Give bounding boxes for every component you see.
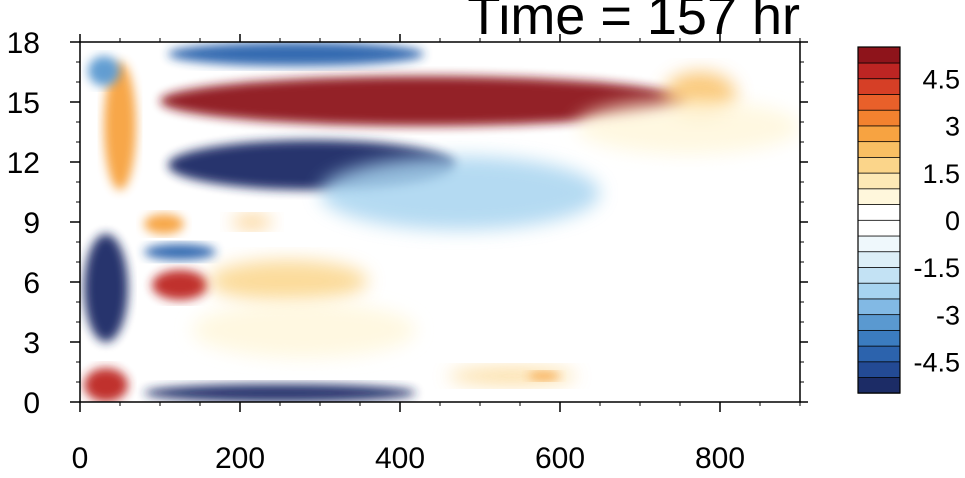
x-tick-label: 600	[535, 442, 585, 473]
field-feature-bottom-cold-band	[144, 384, 416, 402]
field-feature-left-cold-pocket	[88, 56, 120, 86]
y-tick-label: 15	[7, 87, 40, 120]
field-feature-upper-warm-jet	[160, 76, 688, 126]
colorbar-swatch	[857, 172, 901, 190]
y-tick-label: 0	[23, 387, 40, 420]
colorbar-swatch	[857, 376, 901, 394]
field-feature-top-cold-strip	[168, 42, 424, 66]
colorbar-swatch	[857, 251, 901, 268]
colorbar-swatch	[857, 313, 901, 331]
field-feature-lower-warm-haze	[192, 302, 416, 358]
colorbar-label: -3	[936, 300, 960, 330]
field-feature-bottom-orange-spot	[528, 372, 560, 380]
colorbar-swatch	[857, 125, 901, 143]
y-tick-label: 18	[7, 27, 40, 60]
colorbar-label: -4.5	[913, 348, 960, 378]
field-feature-mid-warm-patch	[152, 270, 208, 300]
colorbar-label: 3	[945, 112, 960, 142]
colorbar-label: -1.5	[913, 253, 960, 283]
colorbar-swatch	[857, 235, 901, 253]
colorbar-swatch	[857, 282, 901, 300]
field-feature-mid-orange-patch	[208, 260, 368, 302]
x-tick-label: 800	[695, 442, 745, 473]
field-feature-left-warm-column	[104, 62, 136, 190]
y-tick-label: 3	[23, 327, 40, 360]
x-axis: 0 200 400 600 800	[72, 34, 801, 475]
x-tick-label: 400	[375, 442, 425, 473]
colorbar-swatch	[857, 203, 901, 221]
colorbar-swatch	[857, 329, 901, 347]
colorbar-frame	[857, 46, 901, 394]
field-feature-upper-mid-warm	[144, 214, 184, 234]
colorbar-swatch	[857, 93, 901, 111]
field-feature-mid-cold-streak	[144, 244, 216, 260]
x-tick-label: 200	[215, 442, 265, 473]
field-feature-upper-cold-halo	[320, 156, 600, 230]
colorbar-label: 4.5	[922, 64, 960, 94]
colorbar-swatch	[857, 78, 901, 95]
colorbar-swatch	[857, 298, 901, 316]
colorbar-swatch	[857, 361, 901, 378]
colorbar-swatch	[857, 156, 901, 174]
field-feature-upper-right-pale	[576, 100, 800, 154]
colorbar-swatch	[857, 62, 901, 80]
colorbar-swatch	[857, 266, 901, 284]
colorbar-label: 1.5	[922, 159, 960, 189]
x-tick-label: 0	[72, 442, 89, 473]
y-tick-label: 9	[23, 207, 40, 240]
chart-title: Time = 157 hr	[467, 0, 800, 46]
colorbar-swatch	[857, 46, 901, 64]
colorbar-swatch	[857, 188, 901, 205]
y-tick-label: 6	[23, 267, 40, 300]
colorbar-swatch	[857, 345, 901, 363]
y-axis: 0 3 6 9 12 15 18	[7, 27, 808, 420]
y-tick-label: 12	[7, 147, 40, 180]
field-feature-left-cold-column	[84, 234, 128, 342]
field-feature-left-warm-base	[84, 368, 128, 402]
colorbar-swatch	[857, 140, 901, 158]
colorbar-swatch	[857, 109, 901, 127]
features-layer	[84, 42, 800, 402]
plot-area	[79, 41, 801, 403]
colorbar: 4.5 3 1.5 0 -1.5 -3 -4.5	[857, 46, 960, 394]
colorbar-label: 0	[945, 206, 960, 236]
field-feature-upper-mid-warm-2	[232, 216, 272, 228]
colorbar-swatch	[857, 219, 901, 237]
